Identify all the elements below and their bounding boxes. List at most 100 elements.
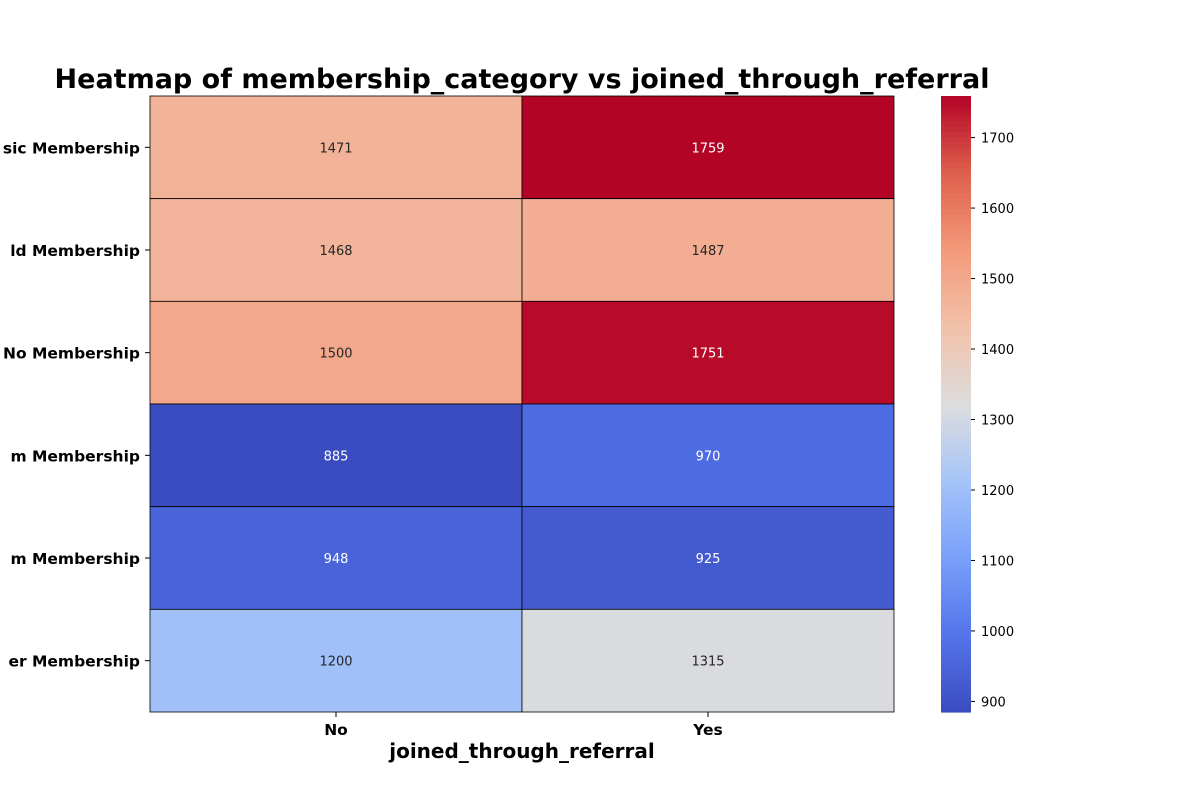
colorbar-segment xyxy=(941,311,971,318)
colorbar-segment xyxy=(941,516,971,523)
colorbar-segment xyxy=(941,486,971,492)
colorbar-segment xyxy=(941,691,971,698)
colorbar-segment xyxy=(941,327,971,333)
colorbar-segment xyxy=(941,167,971,174)
cell-value-label: 1759 xyxy=(691,141,724,156)
row-labels: sic Membership ld Membership No Membership… xyxy=(3,139,150,671)
colorbar-segment xyxy=(941,676,971,682)
colorbar-segment xyxy=(941,388,971,395)
colorbar-segment xyxy=(941,696,971,703)
colorbar-segment xyxy=(941,275,971,282)
colorbar-segment xyxy=(941,650,971,657)
colorbar-segment xyxy=(941,670,971,677)
heatmap-cell xyxy=(521,506,895,610)
heatmap-cell xyxy=(149,300,523,405)
colorbar-segment xyxy=(941,260,971,266)
colorbar-segment xyxy=(941,604,971,610)
colorbar-segment xyxy=(941,424,971,431)
colorbar-segment xyxy=(941,706,971,713)
colorbar-segment xyxy=(941,239,971,246)
colorbar-segment xyxy=(941,460,971,467)
colorbar-segment xyxy=(941,665,971,672)
colorbar-segment xyxy=(941,475,971,482)
colorbar-segment xyxy=(941,558,971,564)
colorbar-segment xyxy=(941,106,971,112)
colorbar-tick-label: 1500 xyxy=(981,273,1014,288)
colorbar-segment xyxy=(941,470,971,477)
cell-value-label: 1471 xyxy=(319,141,352,156)
heatmap-cell xyxy=(521,403,895,508)
colorbar-segment xyxy=(941,439,971,446)
heatmap-cell xyxy=(521,95,895,200)
colorbar-segment xyxy=(941,573,971,580)
colorbar-segment xyxy=(941,398,971,405)
colorbar-segment xyxy=(941,147,971,154)
colorbar-segment xyxy=(941,378,971,385)
colorbar-segment xyxy=(941,126,971,133)
colorbar-segment xyxy=(941,188,971,195)
colorbar-segment xyxy=(941,532,971,539)
colorbar-segment xyxy=(941,645,971,651)
colorbar-segment xyxy=(941,214,971,220)
heatmap-cell xyxy=(149,198,523,302)
colorbar-segment xyxy=(941,429,971,436)
colorbar-segment xyxy=(941,624,971,631)
colorbar-segment xyxy=(941,244,971,251)
colorbar-segment xyxy=(941,686,971,693)
colorbar-segment xyxy=(941,332,971,338)
colorbar-segment xyxy=(941,173,971,179)
colorbar-segment xyxy=(941,270,971,277)
colorbar-segment xyxy=(941,193,971,200)
colorbar-segment xyxy=(941,563,971,569)
cell-value-label: 1487 xyxy=(691,244,724,259)
colorbar-segment xyxy=(941,137,971,143)
colorbar-segment xyxy=(941,362,971,369)
colorbar-segment xyxy=(941,291,971,297)
colorbar-segment xyxy=(941,208,971,215)
colorbar-segment xyxy=(941,383,971,390)
column-labels: No Yes xyxy=(324,712,723,739)
colorbar-segment xyxy=(941,111,971,118)
colorbar: 900 1000 1100 1200 1300 1400 1500 1600 1700 xyxy=(941,96,1014,713)
colorbar-segment xyxy=(941,614,971,621)
colorbar-segment xyxy=(941,506,971,513)
colorbar-segment xyxy=(941,198,971,205)
colorbar-segment xyxy=(941,481,971,487)
colorbar-segment xyxy=(941,234,971,241)
colorbar-segment xyxy=(941,635,971,641)
heatmap-cell xyxy=(149,403,523,508)
colorbar-segment xyxy=(941,152,971,159)
cell-value-label: 1500 xyxy=(319,347,352,362)
colorbar-segment xyxy=(941,373,971,379)
colorbar-segment xyxy=(941,552,971,559)
colorbar-segment xyxy=(941,537,971,544)
colorbar-segment xyxy=(941,522,971,528)
row-tick-label: er Membership xyxy=(8,653,140,671)
heatmap-cells: 1471 1759 1468 1487 1500 1751 885 970 948 925 1200… xyxy=(149,95,895,713)
colorbar-segment xyxy=(941,357,971,364)
colorbar-segment xyxy=(941,219,971,225)
colorbar-segment xyxy=(941,131,971,138)
x-axis-label: joined_through_referral xyxy=(388,739,655,763)
colorbar-segment xyxy=(941,455,971,462)
colorbar-segment xyxy=(941,250,971,256)
colorbar-segment xyxy=(941,301,971,308)
colorbar-tick-label: 1400 xyxy=(981,343,1014,358)
colorbar-segment xyxy=(941,280,971,287)
colorbar-segment xyxy=(941,116,971,123)
colorbar-segment xyxy=(941,178,971,184)
row-tick-label: m Membership xyxy=(10,550,140,568)
chart-title: Heatmap of membership_category vs joined… xyxy=(55,64,990,95)
colorbar-segment xyxy=(941,157,971,164)
colorbar-segment xyxy=(941,491,971,497)
colorbar-segment xyxy=(941,496,971,503)
colorbar-segment xyxy=(941,265,971,272)
colorbar-segment xyxy=(941,368,971,374)
colorbar-segment xyxy=(941,203,971,210)
colorbar-segment xyxy=(941,578,971,585)
colorbar-segment xyxy=(941,445,971,451)
colorbar-segment xyxy=(941,619,971,626)
colorbar-segment xyxy=(941,162,971,169)
colorbar-segment xyxy=(941,583,971,590)
